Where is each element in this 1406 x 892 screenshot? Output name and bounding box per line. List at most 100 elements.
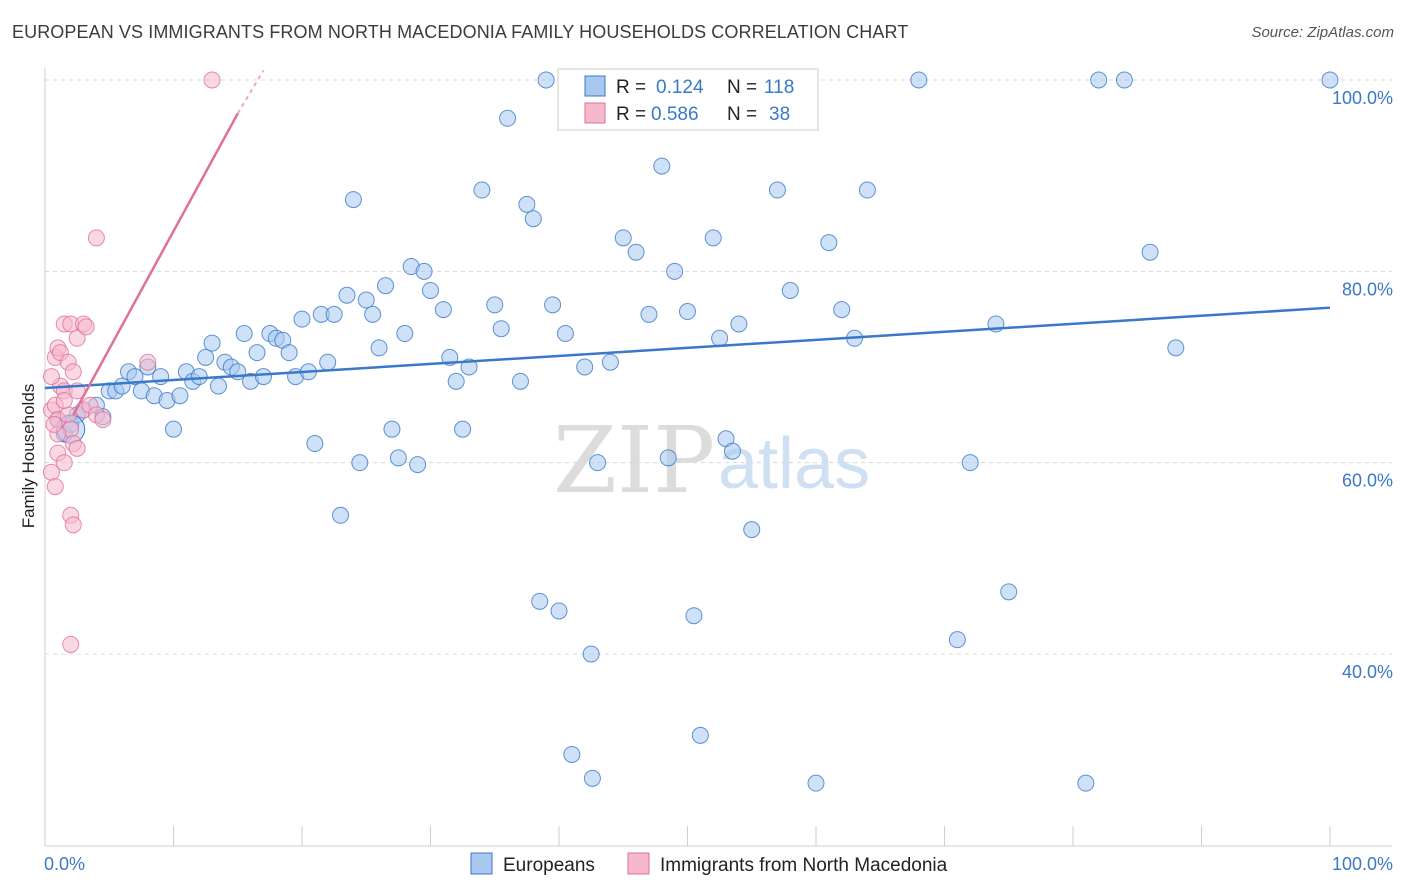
data-point-macedonia [87,229,105,247]
data-point-europeans [383,420,401,438]
data-point-macedonia [94,411,112,429]
data-point-europeans [499,109,517,127]
x-tick-label: 100.0% [1332,854,1393,874]
data-point-europeans [518,195,536,213]
data-point-europeans [235,325,253,343]
data-point-europeans [338,286,356,304]
legend-n-label-1: N = [727,77,757,98]
data-point-europeans [583,769,601,787]
data-point-europeans [280,344,298,362]
data-point-europeans [325,305,343,323]
data-point-europeans [685,607,703,625]
data-point-macedonia [68,439,86,457]
data-point-europeans [948,631,966,649]
data-point-europeans [454,420,472,438]
data-point-europeans [768,181,786,199]
data-point-macedonia [203,71,221,89]
data-point-macedonia [64,363,82,381]
data-point-europeans [961,454,979,472]
data-point-europeans [254,368,272,386]
tick-labels: 40.0% 60.0% 80.0% 100.0% 0.0% 100.0% [44,88,1393,874]
watermark-atlas: atlas [718,424,870,504]
data-point-europeans [556,325,574,343]
legend-n-value-2: 38 [769,104,790,125]
data-point-europeans [409,456,427,474]
data-point-europeans [524,210,542,228]
data-point-europeans [492,320,510,338]
data-point-europeans [293,310,311,328]
data-point-europeans [396,325,414,343]
data-point-macedonia [68,329,86,347]
data-point-europeans [190,368,208,386]
data-point-macedonia [77,318,95,336]
data-point-europeans [171,387,189,405]
data-point-europeans [486,296,504,314]
data-point-europeans [1321,71,1339,89]
data-point-europeans [576,358,594,376]
data-point-europeans [126,368,144,386]
bottom-legend-europeans: Europeans [503,855,595,876]
data-point-macedonia [42,368,60,386]
data-point-europeans [659,449,677,467]
data-point-europeans [807,774,825,792]
data-point-europeans [364,305,382,323]
y-tick-label: 100.0% [1332,88,1393,108]
data-point-europeans [389,449,407,467]
data-point-europeans [415,262,433,280]
data-point-europeans [332,506,350,524]
source-credit: Source: ZipAtlas.com [1251,24,1394,41]
bottom-legend-swatch-europeans [470,852,493,875]
series-legend: Europeans Immigrants from North Macedoni… [470,852,948,876]
data-point-europeans [820,234,838,252]
data-point-europeans [511,372,529,390]
data-point-europeans [781,281,799,299]
data-point-europeans [723,442,741,460]
watermark-zip: ZIP [553,407,715,514]
data-point-europeans [248,344,266,362]
data-point-macedonia [139,353,157,371]
data-point-europeans [563,745,581,763]
data-point-europeans [203,334,221,352]
data-point-europeans [910,71,928,89]
data-point-europeans [357,291,375,309]
data-point-macedonia [62,635,80,653]
data-point-europeans [434,301,452,319]
data-point-europeans [422,281,439,299]
data-point-europeans [640,305,658,323]
data-point-europeans [306,435,324,453]
trend-line-europeans [44,306,1331,390]
data-point-europeans [589,454,607,472]
y-tick-label: 60.0% [1342,471,1393,491]
data-point-macedonia [46,478,64,496]
correlation-legend: R = 0.124 N = 118 R = 0.586 N = 38 [557,68,819,131]
europeans-points [49,71,1339,792]
data-point-europeans [627,243,645,261]
macedonia-points [42,71,221,653]
data-point-europeans [473,181,491,199]
x-tick-label: 0.0% [44,854,85,874]
data-point-europeans [319,353,337,371]
y-tick-label: 80.0% [1342,279,1393,299]
data-point-europeans [1115,71,1133,89]
chart-title: EUROPEAN VS IMMIGRANTS FROM NORTH MACEDO… [12,22,909,42]
data-point-europeans [531,592,549,610]
axes [44,68,1392,847]
data-point-macedonia [45,415,63,433]
data-point-europeans [1167,339,1185,357]
data-point-europeans [691,726,709,744]
legend-r-value-1: 0.124 [656,77,704,98]
data-point-europeans [858,181,876,199]
data-point-europeans [743,521,761,539]
data-point-europeans [197,348,215,366]
legend-r-label-2: R = [616,104,646,125]
data-point-europeans [582,645,600,663]
data-point-europeans [601,353,619,371]
data-point-europeans [1000,583,1018,601]
data-point-europeans [1141,243,1159,261]
data-point-europeans [377,277,395,295]
legend-swatch-europeans [584,75,606,97]
legend-r-value-2: 0.586 [651,104,699,125]
data-point-europeans [537,71,555,89]
legend-r-label-1: R = [616,77,646,98]
